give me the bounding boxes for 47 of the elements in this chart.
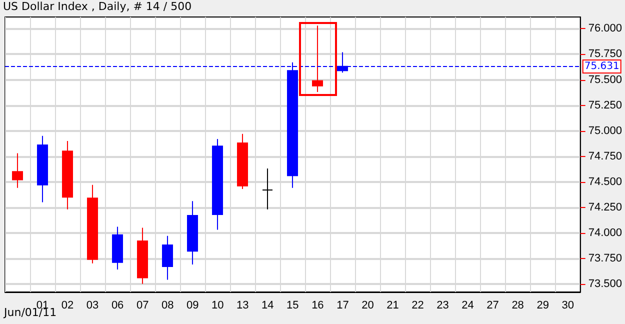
candlestick — [187, 200, 198, 265]
y-tick-label: 75.250 — [588, 99, 622, 112]
y-tick-label: 76.000 — [588, 22, 622, 35]
candlestick — [312, 25, 323, 92]
x-tick-label: 08 — [161, 300, 174, 312]
x-tick-label: 07 — [136, 300, 149, 312]
x-tick-label: 13 — [236, 300, 249, 312]
x-tick-label: 09 — [186, 300, 199, 312]
y-tick-label: 74.750 — [588, 150, 622, 162]
x-tick-label: 27 — [486, 300, 499, 312]
candlestick — [237, 133, 248, 190]
candlestick — [162, 235, 173, 280]
y-tick-label: 75.000 — [588, 124, 622, 137]
x-tick-label: 16 — [312, 300, 324, 312]
ref-line-label: 75.631 — [584, 60, 620, 72]
candlestick — [262, 168, 273, 210]
chart-title: US Dollar Index , Daily, # 14 / 500 — [3, 0, 192, 13]
x-tick-label: 30 — [562, 300, 574, 312]
y-tick-label: 75.750 — [588, 48, 622, 60]
x-tick-label: 22 — [412, 300, 424, 312]
y-tick-label: 74.000 — [588, 226, 622, 239]
x-tick-label: 29 — [536, 300, 549, 312]
candlestick — [87, 184, 98, 264]
text: Jun/01/11 — [4, 306, 57, 319]
x-tick-label: 24 — [462, 300, 474, 312]
candlestick — [137, 227, 148, 284]
y-tick-label: 74.500 — [588, 176, 622, 188]
x-tick-label: 10 — [212, 300, 224, 312]
candlestick — [212, 138, 223, 230]
x-tick-label: 21 — [386, 300, 399, 312]
candlestick — [37, 135, 48, 203]
y-tick-label: 75.500 — [588, 74, 622, 86]
y-tick-label: 73.500 — [588, 278, 622, 290]
x-tick-label: 15 — [286, 300, 299, 312]
candlestick — [12, 152, 23, 188]
candlestick — [62, 140, 73, 210]
x-tick-label: 14 — [262, 300, 274, 312]
x-tick-label: 23 — [436, 300, 449, 312]
x-tick-label: 20 — [362, 300, 374, 312]
x-tick-label: 03 — [86, 300, 99, 312]
x-tick-label: 28 — [512, 300, 524, 312]
candlestick — [112, 226, 123, 270]
y-tick-label: 74.250 — [588, 201, 622, 214]
x-tick-label: 06 — [111, 300, 124, 312]
y-tick-label: 73.750 — [588, 252, 622, 264]
x-tick-label: 17 — [336, 300, 349, 312]
x-tick-label: 02 — [61, 300, 74, 312]
